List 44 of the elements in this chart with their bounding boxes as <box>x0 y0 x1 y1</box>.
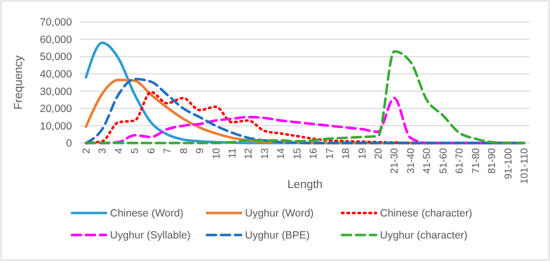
x-tick-label: 81-90 <box>487 148 498 174</box>
x-tick-label: 19 <box>357 148 368 160</box>
legend-label: Uyghur (Word) <box>245 208 314 220</box>
y-tick-label: 70,000 <box>40 16 72 29</box>
y-tick-label: 60,000 <box>40 34 72 46</box>
y-tick-label: 0 <box>66 138 72 150</box>
x-tick-label: 21-30 <box>390 148 401 174</box>
y-axis-title: Frequency <box>13 55 25 110</box>
x-tick-label: 16 <box>308 148 320 160</box>
x-axis-title: Length <box>287 179 323 191</box>
legend-label: Chinese (Word) <box>110 208 184 220</box>
x-tick-label: 17 <box>324 148 336 160</box>
x-tick-label: 11 <box>228 148 238 158</box>
y-tick-label: 50,000 <box>40 51 72 64</box>
x-tick-label: 15 <box>292 148 304 160</box>
x-tick-label: 51-60 <box>438 148 450 174</box>
y-tick-label: 20,000 <box>40 103 72 116</box>
x-tick-label: 2 <box>82 148 92 154</box>
x-tick-label: 61-70 <box>454 148 466 174</box>
x-tick-label: 6 <box>146 148 158 154</box>
x-tick-label: 7 <box>162 148 174 154</box>
x-tick-label: 71-80 <box>470 148 482 174</box>
x-tick-label: 41-50 <box>422 148 434 174</box>
x-tick-label: 18 <box>341 148 352 160</box>
x-tick-label: 91-100 <box>503 148 514 180</box>
x-tick-label: 20 <box>374 148 384 160</box>
x-tick-label: 13 <box>260 148 271 160</box>
y-tick-label: 40,000 <box>40 68 72 81</box>
x-tick-label: 3 <box>98 148 109 154</box>
y-tick-label: 30,000 <box>40 86 72 98</box>
x-tick-label: 14 <box>276 148 288 160</box>
x-tick-label: 10 <box>211 148 222 160</box>
x-tick-label: 12 <box>244 148 255 160</box>
x-tick-label: 101-110 <box>520 148 530 184</box>
x-tick-label: 4 <box>114 148 125 154</box>
y-tick-label: 10,000 <box>40 120 72 132</box>
legend-label: Uyghur (Syllable) <box>110 230 191 242</box>
x-tick-label: 8 <box>178 148 190 154</box>
legend-label: Chinese (character) <box>380 208 472 220</box>
legend-label: Uyghur (BPE) <box>245 230 310 242</box>
legend-label: Uyghur (character) <box>380 230 468 242</box>
x-tick-label: 9 <box>195 148 206 154</box>
x-tick-label: 31-40 <box>406 148 417 174</box>
x-tick-label: 5 <box>130 148 142 154</box>
